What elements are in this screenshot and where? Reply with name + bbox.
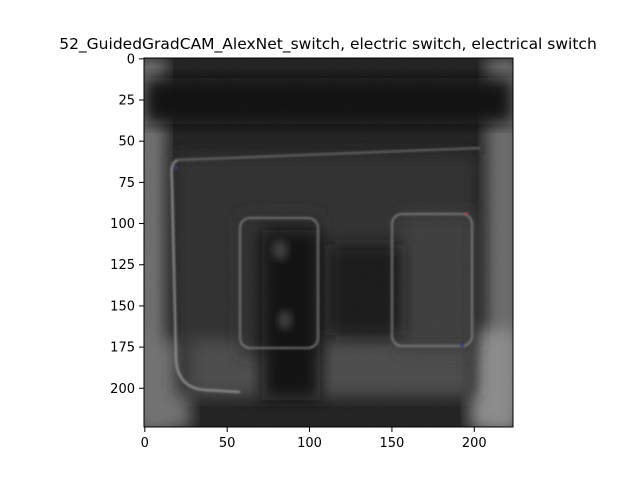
x-tick-label: 0: [141, 436, 149, 451]
x-tick-label: 200: [462, 436, 487, 451]
axes-frame: [143, 57, 514, 428]
y-tick-label: 125: [110, 258, 135, 273]
y-tick-label: 175: [110, 341, 135, 356]
x-tick-label: 50: [219, 436, 236, 451]
y-tick-label: 100: [110, 217, 135, 232]
y-tick-label: 75: [118, 176, 135, 191]
saliency-image: [144, 58, 513, 427]
figure-title: 52_GuidedGradCAM_AlexNet_switch, electri…: [59, 35, 597, 54]
y-tick-label: 50: [118, 135, 135, 150]
y-tick-label: 200: [110, 382, 135, 397]
x-axis-ticks: 0 50 100 150 200: [141, 427, 487, 451]
y-tick-label: 150: [110, 299, 135, 314]
y-tick-label: 0: [127, 52, 135, 67]
y-tick-label: 25: [118, 94, 135, 109]
x-tick-label: 150: [380, 436, 405, 451]
y-axis-ticks: 0 25 50 75 100 125 150 175 200: [110, 52, 144, 397]
x-tick-label: 100: [297, 436, 322, 451]
